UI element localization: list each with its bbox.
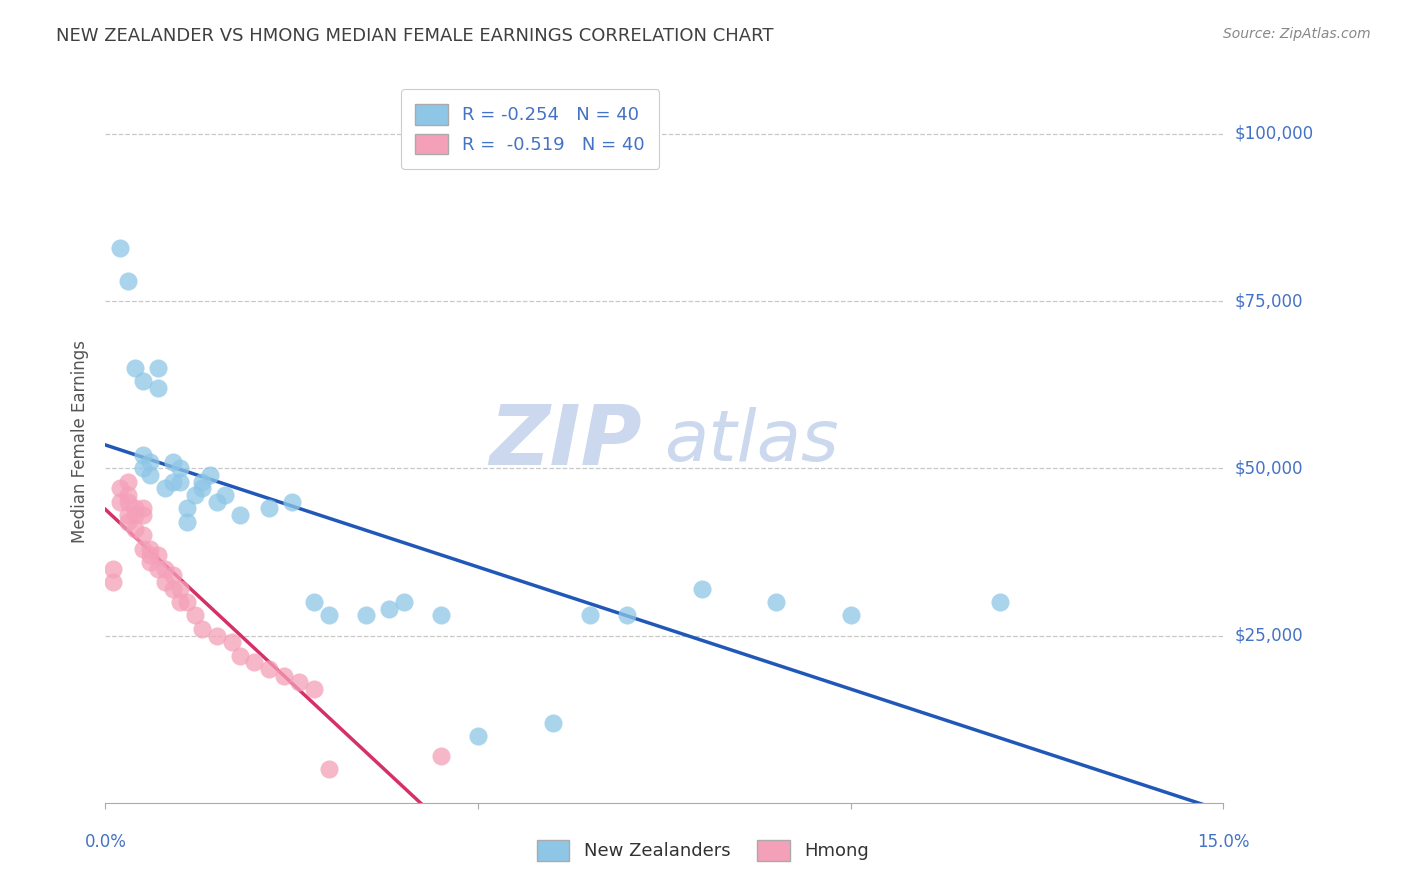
Point [616, 608, 638, 623]
Point [139, 454, 162, 469]
Point [259, 662, 281, 676]
Point [467, 729, 489, 743]
Point [132, 528, 155, 542]
Point [205, 494, 228, 508]
Point [124, 361, 146, 376]
Point [117, 475, 139, 489]
Point [541, 715, 564, 730]
Text: $25,000: $25,000 [1234, 626, 1303, 645]
Point [176, 515, 198, 529]
Point [132, 508, 155, 523]
Text: 15.0%: 15.0% [1197, 833, 1250, 851]
Point [191, 482, 214, 496]
Text: $50,000: $50,000 [1234, 459, 1303, 477]
Point [221, 635, 243, 649]
Point [205, 628, 228, 642]
Point [146, 562, 169, 576]
Point [146, 548, 169, 563]
Point [392, 595, 415, 609]
Point [198, 467, 221, 482]
Point [139, 467, 162, 482]
Point [117, 494, 139, 508]
Point [117, 508, 139, 523]
Point [191, 475, 214, 489]
Point [988, 595, 1011, 609]
Point [117, 488, 139, 502]
Point [110, 240, 132, 255]
Point [191, 622, 214, 636]
Point [259, 501, 281, 516]
Point [839, 608, 862, 623]
Point [110, 494, 132, 508]
Point [430, 749, 453, 764]
Point [153, 575, 176, 590]
Point [288, 675, 311, 690]
Point [124, 501, 146, 516]
Point [318, 608, 340, 623]
Point [214, 488, 236, 502]
Point [110, 482, 132, 496]
Point [139, 548, 162, 563]
Point [176, 595, 198, 609]
Point [146, 381, 169, 395]
Point [184, 488, 207, 502]
Text: $100,000: $100,000 [1234, 125, 1313, 143]
Point [139, 541, 162, 556]
Point [765, 595, 787, 609]
Point [101, 562, 124, 576]
Point [162, 582, 184, 596]
Point [169, 582, 191, 596]
Point [132, 541, 155, 556]
Point [132, 461, 155, 475]
Point [132, 448, 155, 462]
Point [318, 762, 340, 776]
Point [176, 501, 198, 516]
Point [169, 595, 191, 609]
Point [101, 575, 124, 590]
Legend: R = -0.254   N = 40, R =  -0.519   N = 40: R = -0.254 N = 40, R = -0.519 N = 40 [401, 89, 659, 169]
Text: atlas: atlas [665, 407, 839, 476]
Point [117, 274, 139, 288]
Point [228, 508, 250, 523]
Point [579, 608, 602, 623]
Text: $75,000: $75,000 [1234, 292, 1303, 310]
Point [153, 482, 176, 496]
Point [169, 475, 191, 489]
Point [153, 562, 176, 576]
Point [228, 648, 250, 663]
Point [430, 608, 453, 623]
Point [132, 501, 155, 516]
Point [243, 655, 266, 669]
Point [690, 582, 713, 596]
Point [162, 475, 184, 489]
Point [132, 375, 155, 389]
Point [184, 608, 207, 623]
Point [117, 515, 139, 529]
Text: 0.0%: 0.0% [84, 833, 127, 851]
Point [302, 681, 325, 696]
Point [162, 568, 184, 582]
Point [124, 508, 146, 523]
Legend: New Zealanders, Hmong: New Zealanders, Hmong [527, 830, 879, 870]
Point [124, 521, 146, 535]
Point [377, 602, 399, 616]
Point [302, 595, 325, 609]
Point [281, 494, 304, 508]
Point [162, 454, 184, 469]
Text: ZIP: ZIP [489, 401, 643, 482]
Point [169, 461, 191, 475]
Text: NEW ZEALANDER VS HMONG MEDIAN FEMALE EARNINGS CORRELATION CHART: NEW ZEALANDER VS HMONG MEDIAN FEMALE EAR… [56, 27, 773, 45]
Point [146, 361, 169, 376]
Point [354, 608, 377, 623]
Point [273, 669, 295, 683]
Y-axis label: Median Female Earnings: Median Female Earnings [72, 340, 90, 543]
Point [139, 555, 162, 569]
Text: Source: ZipAtlas.com: Source: ZipAtlas.com [1223, 27, 1371, 41]
